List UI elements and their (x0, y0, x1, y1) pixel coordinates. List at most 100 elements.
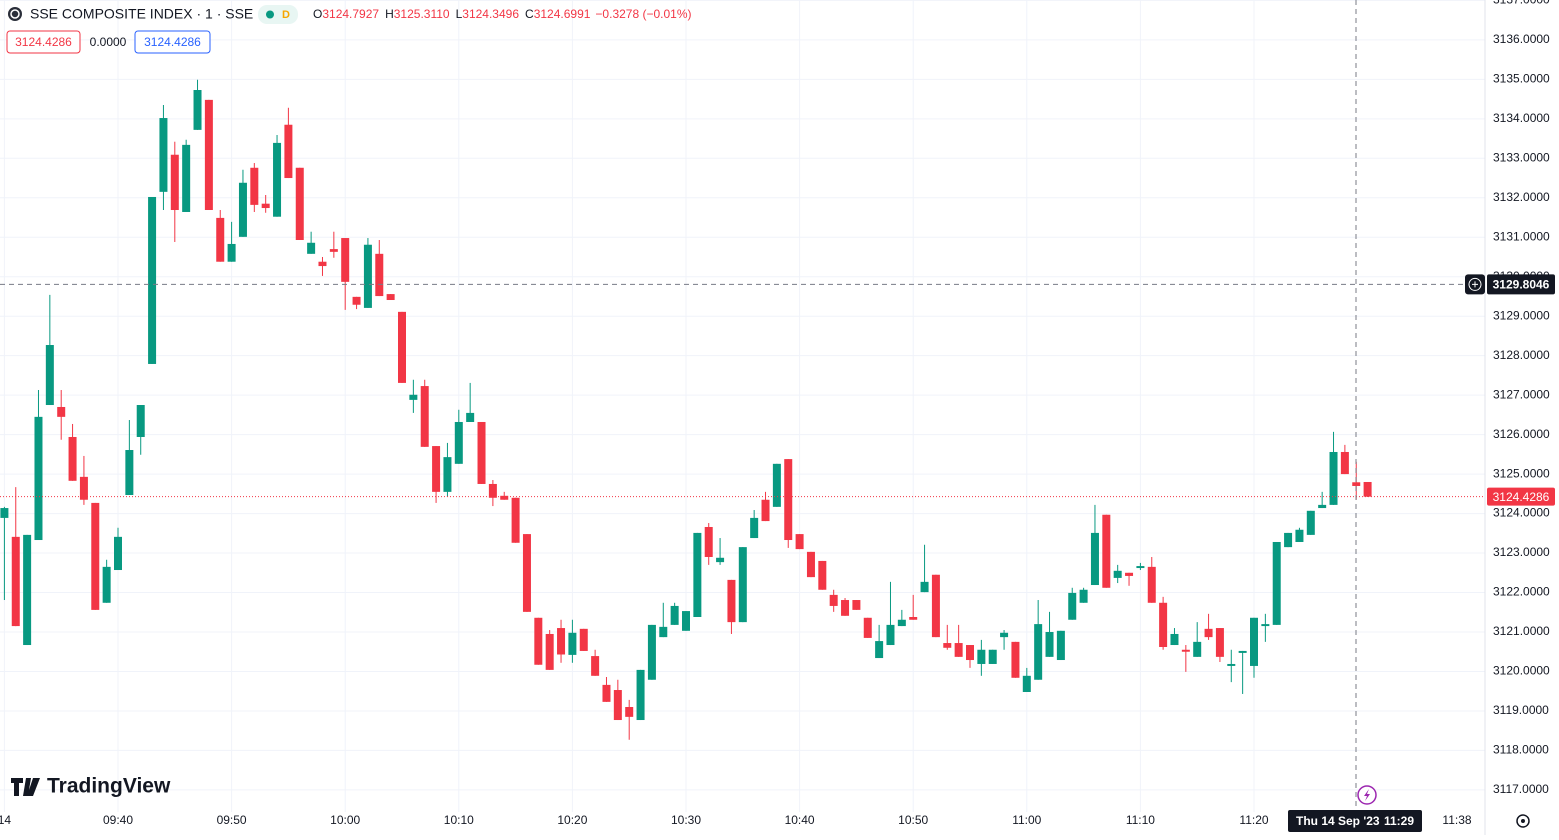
settings-icon[interactable] (1516, 814, 1530, 828)
candle-body (0, 508, 9, 518)
legend-h: 3125.3110 (394, 7, 450, 21)
candle-body (1113, 570, 1122, 578)
y-tick-label: 3119.0000 (1493, 703, 1549, 717)
candle-body (591, 656, 600, 676)
order-box[interactable] (134, 30, 211, 54)
candle-body (398, 311, 406, 383)
x-tick-label: 11:10 (1126, 813, 1155, 827)
candle-body (1022, 675, 1031, 692)
y-tick-label: 3123.0000 (1493, 545, 1550, 559)
candle-body (329, 249, 338, 252)
symbol-icon-inner (10, 9, 20, 19)
legend-h-label: H (385, 7, 394, 21)
y-tick-label: 3133.0000 (1493, 150, 1550, 164)
candle-body (1181, 649, 1190, 652)
symbol-icon (8, 7, 22, 21)
candle-body (534, 617, 543, 665)
y-tick-label: 3131.0000 (1493, 229, 1550, 243)
candle-body (852, 600, 861, 610)
y-tick-label: 3127.0000 (1493, 387, 1550, 401)
candle-body (386, 294, 395, 301)
candle-body (454, 421, 463, 464)
legend-o-label: O (313, 7, 322, 21)
candle-body (238, 182, 247, 237)
candle-body (375, 253, 384, 297)
alert-bolt (1364, 789, 1370, 801)
add-icon-plus (1472, 281, 1478, 288)
candle-body (1352, 482, 1361, 486)
candle-body (557, 628, 566, 655)
candle-body (1318, 504, 1327, 509)
candle-body (1079, 589, 1088, 603)
candle-body (409, 394, 418, 400)
candle-body (1306, 510, 1315, 535)
candle-body (568, 632, 577, 655)
legend-o: 3124.7927 (322, 7, 379, 21)
last-price-box (1487, 487, 1555, 506)
grid (0, 0, 1485, 812)
candle-body (920, 581, 929, 593)
candle-body (1238, 650, 1247, 653)
x-tick-label: 09:50 (217, 813, 247, 827)
status-pill (258, 5, 298, 24)
x-tick-label: 10:30 (671, 813, 701, 827)
candle-body (977, 649, 986, 664)
candle-body (1250, 617, 1258, 666)
x-tick-label: 10:10 (444, 813, 474, 827)
candle-body (875, 641, 884, 659)
candle-body (909, 616, 918, 620)
brand-name: TradingView (47, 775, 171, 798)
candle-body (1011, 641, 1020, 678)
candle-body (750, 517, 759, 539)
candle-body (11, 536, 20, 627)
candle-body (114, 536, 122, 571)
crosshair-price-box (1487, 274, 1555, 295)
y-tick-label: 3132.0000 (1493, 190, 1550, 204)
legend-l-label: L (456, 7, 463, 21)
candle-body (659, 626, 668, 638)
candle-body (772, 463, 781, 507)
candle-body (795, 534, 804, 550)
x-tick-label: 10:50 (898, 813, 928, 827)
order-box[interactable] (6, 30, 81, 54)
candle-body (1136, 566, 1145, 569)
candle-body (363, 244, 372, 308)
order-box-label: 3124.4286 (144, 35, 201, 49)
candle-body (1215, 628, 1224, 657)
candle-body (511, 497, 520, 543)
crosshair-time-box (1288, 810, 1422, 832)
y-tick-label: 3135.0000 (1493, 72, 1550, 86)
candles (0, 79, 1372, 740)
legend-change: −0.3278 (−0.01%) (595, 7, 691, 21)
candle-body (784, 459, 793, 541)
candle-body (420, 386, 429, 447)
settings-icon-core (1521, 819, 1525, 823)
x-tick-label: 10:40 (785, 813, 815, 827)
candle-body (522, 534, 531, 612)
candle-body (273, 142, 282, 217)
candle-body (931, 574, 940, 638)
order-box-label: 3124.4286 (15, 35, 72, 49)
x-tick-label: 09:40 (103, 813, 133, 827)
candle-body (863, 617, 872, 638)
x-tick-label: 14 (0, 813, 11, 827)
status-dot (266, 10, 274, 19)
candle-body (636, 669, 645, 721)
x-tick-label: 11:38 (1442, 813, 1471, 827)
crosshair-time-label: 11:29 (1384, 814, 1414, 828)
candle-body (341, 238, 350, 282)
candle-body (466, 412, 475, 422)
candle-body (307, 242, 316, 254)
candle-body (1102, 514, 1111, 588)
candle-body (1204, 628, 1213, 638)
candle-body (1272, 541, 1281, 625)
candle-body (613, 690, 622, 721)
candle-body (545, 633, 554, 670)
candle-body (136, 405, 145, 437)
interval-badge: D (282, 9, 290, 21)
candle-body (727, 579, 736, 623)
candle-body (1363, 481, 1372, 497)
